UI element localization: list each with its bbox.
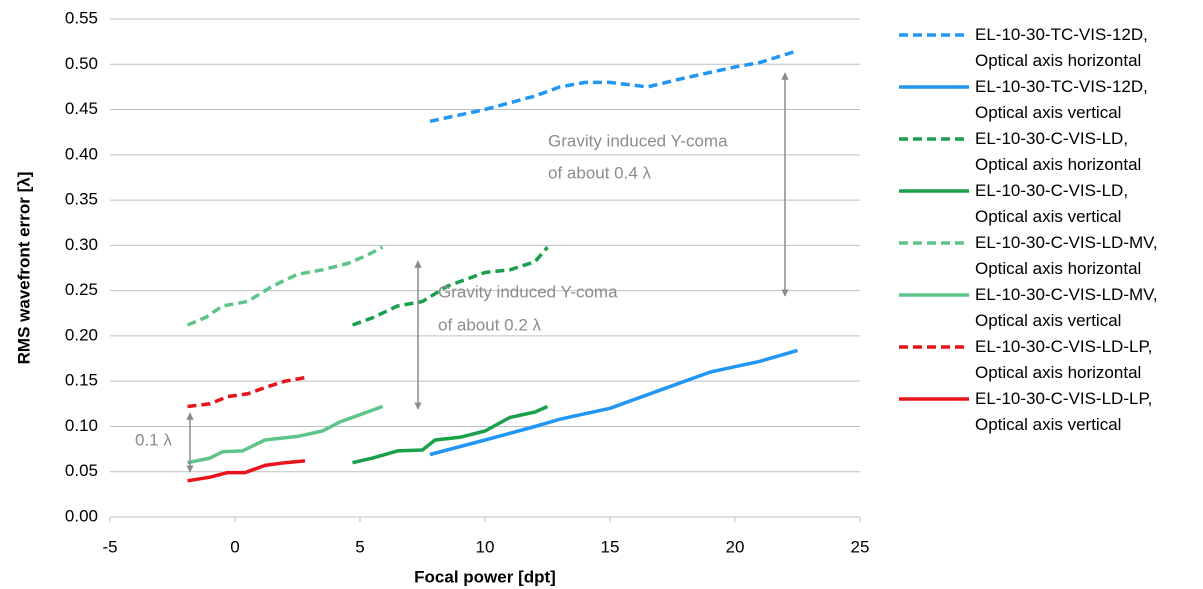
legend-swatch xyxy=(899,33,969,37)
annotation: of about 0.4 λ xyxy=(548,163,652,182)
legend-entry: EL-10-30-C-VIS-LD-MV, Optical axis horiz… xyxy=(895,230,1200,282)
legend-entry: EL-10-30-TC-VIS-12D, Optical axis horizo… xyxy=(895,22,1200,74)
y-tick-label: 0.30 xyxy=(65,235,98,254)
legend-entry: EL-10-30-TC-VIS-12D, Optical axis vertic… xyxy=(895,74,1200,126)
series-line xyxy=(352,404,549,465)
legend-swatch xyxy=(899,189,969,193)
y-tick-label: 0.25 xyxy=(65,280,98,299)
x-tick-label: 0 xyxy=(230,537,239,556)
x-tick-label: 5 xyxy=(355,537,364,556)
y-tick-label: 0.50 xyxy=(65,54,98,73)
legend-swatch xyxy=(899,85,969,89)
legend-swatch xyxy=(899,241,969,245)
legend-entry: EL-10-30-C-VIS-LD, Optical axis vertical xyxy=(895,178,1200,230)
y-tick-label: 0.10 xyxy=(65,416,98,435)
legend-entry: EL-10-30-C-VIS-LD-LP, Optical axis verti… xyxy=(895,386,1200,438)
series-line xyxy=(187,404,384,465)
y-tick-label: 0.15 xyxy=(65,371,98,390)
legend-label: EL-10-30-C-VIS-LD-MV, Optical axis verti… xyxy=(975,285,1158,330)
y-tick-label: 0.05 xyxy=(65,461,98,480)
y-tick-label: 0.20 xyxy=(65,325,98,344)
legend-entry: EL-10-30-C-VIS-LD-MV, Optical axis verti… xyxy=(895,282,1200,334)
annotation: of about 0.2 λ xyxy=(438,315,542,334)
y-tick-label: 0.55 xyxy=(65,8,98,27)
y-tick-label: 0.00 xyxy=(65,506,98,525)
x-axis-label: Focal power [dpt] xyxy=(414,567,556,586)
series-line xyxy=(429,49,799,124)
legend-label: EL-10-30-TC-VIS-12D, Optical axis horizo… xyxy=(975,25,1148,70)
y-tick-label: 0.35 xyxy=(65,190,98,209)
x-tick-label: 15 xyxy=(601,537,620,556)
annotation: Gravity induced Y-coma xyxy=(438,282,618,301)
x-tick-label: 20 xyxy=(726,537,745,556)
series-line xyxy=(186,245,384,327)
legend-label: EL-10-30-C-VIS-LD-MV, Optical axis horiz… xyxy=(975,233,1158,278)
series-line xyxy=(187,459,306,483)
legend-swatch xyxy=(899,137,969,141)
legend-swatch xyxy=(899,397,969,401)
y-tick-label: 0.40 xyxy=(65,144,98,163)
legend-swatch xyxy=(899,345,969,349)
y-axis-label: RMS wavefront error [λ] xyxy=(14,172,33,365)
legend-label: EL-10-30-C-VIS-LD-LP, Optical axis horiz… xyxy=(975,337,1153,382)
annotation: Gravity induced Y-coma xyxy=(548,131,728,150)
legend: EL-10-30-TC-VIS-12D, Optical axis horizo… xyxy=(895,22,1200,438)
series-line xyxy=(429,348,798,457)
legend-label: EL-10-30-C-VIS-LD, Optical axis horizont… xyxy=(975,129,1142,174)
series-line xyxy=(351,246,549,327)
legend-label: EL-10-30-C-VIS-LD, Optical axis vertical xyxy=(975,181,1129,226)
legend-entry: EL-10-30-C-VIS-LD-LP, Optical axis horiz… xyxy=(895,334,1200,386)
series-line xyxy=(187,375,306,409)
legend-swatch xyxy=(899,293,969,297)
x-tick-label: 10 xyxy=(476,537,495,556)
y-tick-label: 0.45 xyxy=(65,99,98,118)
annotation: 0.1 λ xyxy=(135,430,172,449)
legend-label: EL-10-30-C-VIS-LD-LP, Optical axis verti… xyxy=(975,389,1153,434)
legend-label: EL-10-30-TC-VIS-12D, Optical axis vertic… xyxy=(975,77,1148,122)
x-tick-label: -5 xyxy=(102,537,117,556)
x-tick-label: 25 xyxy=(851,537,870,556)
chart: RMS wavefront error [λ] Focal power [dpt… xyxy=(14,8,870,586)
legend-entry: EL-10-30-C-VIS-LD, Optical axis horizont… xyxy=(895,126,1200,178)
